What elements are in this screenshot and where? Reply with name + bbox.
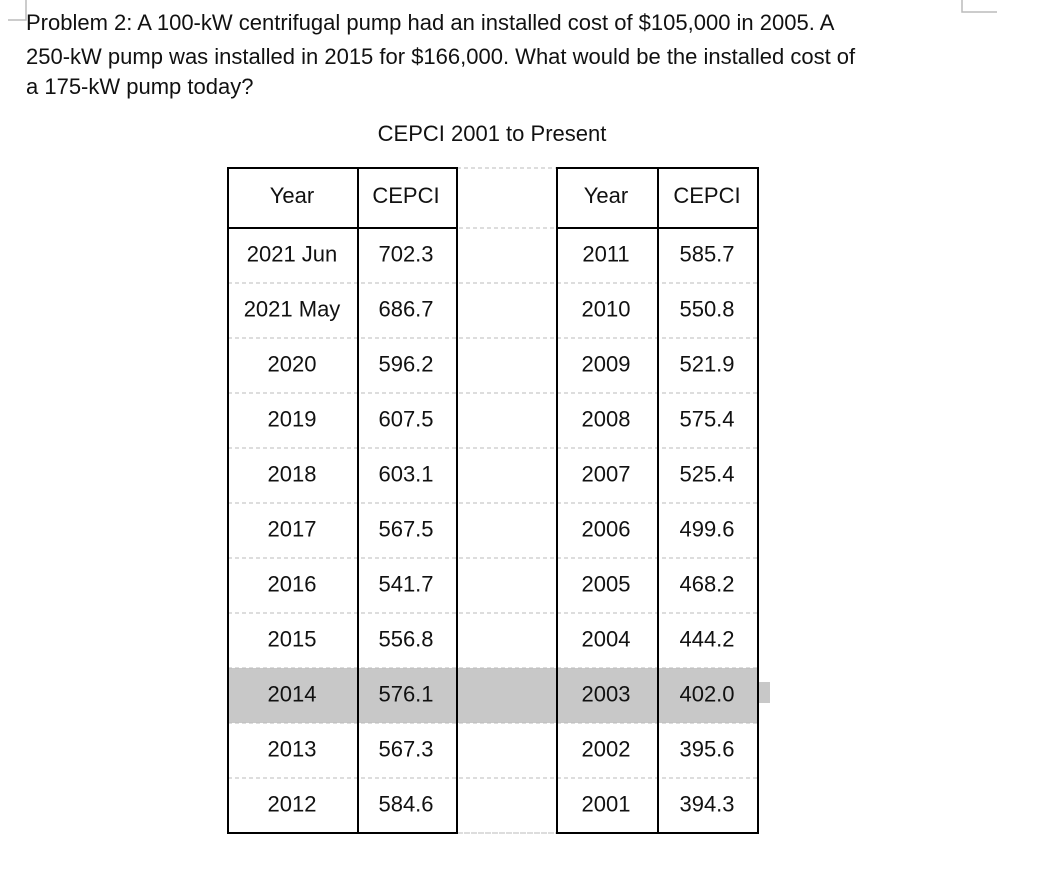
year-cell: 2007 [582,461,631,486]
cepci-cell: 686.7 [378,296,433,321]
problem-text-line: 250-kW pump was installed in 2015 for $1… [26,44,856,69]
page-corner-marks [8,0,997,21]
cepci-cell: 402.0 [679,681,734,706]
year-cell: 2004 [582,626,631,651]
year-cell: 2018 [268,461,317,486]
corner-mark [8,0,27,21]
cepci-cell: 575.4 [679,406,734,431]
year-cell: 2009 [582,351,631,376]
row-highlight [228,668,758,723]
header-cell: CEPCI [673,183,740,208]
year-cell: 2008 [582,406,631,431]
year-cell: 2021 Jun [247,241,338,266]
table-title: CEPCI 2001 to Present [378,121,607,146]
year-cell: 2020 [268,351,317,376]
problem-text-line: Problem 2: A 100-kW centrifugal pump had… [26,10,835,35]
cepci-cell: 468.2 [679,571,734,596]
cepci-cell: 395.6 [679,736,734,761]
year-cell: 2016 [268,571,317,596]
cepci-cell: 603.1 [378,461,433,486]
cepci-cell: 567.3 [378,736,433,761]
year-cell: 2017 [268,516,317,541]
problem-text-line: a 175-kW pump today? [26,74,253,99]
highlight-marker [758,682,770,703]
header-cell: Year [270,183,314,208]
year-cell: 2021 May [244,296,341,321]
year-cell: 2003 [582,681,631,706]
cepci-cell: 584.6 [378,791,433,816]
year-cell: 2015 [268,626,317,651]
table-frame [227,167,458,834]
year-cell: 2012 [268,791,317,816]
year-cell: 2010 [582,296,631,321]
cepci-cell: 394.3 [679,791,734,816]
year-cell: 2001 [582,791,631,816]
cepci-cell: 702.3 [378,241,433,266]
year-cell: 2006 [582,516,631,541]
cepci-cell: 525.4 [679,461,734,486]
cepci-cell: 596.2 [378,351,433,376]
cepci-cell: 576.1 [378,681,433,706]
year-cell: 2013 [268,736,317,761]
year-cell: 2014 [268,681,317,706]
cepci-cell: 541.7 [378,571,433,596]
year-cell: 2002 [582,736,631,761]
cepci-cell: 585.7 [679,241,734,266]
header-cell: CEPCI [372,183,439,208]
cepci-cell: 550.8 [679,296,734,321]
cepci-cell: 444.2 [679,626,734,651]
year-cell: 2019 [268,406,317,431]
header-cell: Year [584,183,628,208]
year-cell: 2011 [582,241,629,266]
cepci-cell: 521.9 [679,351,734,376]
cepci-cell: 556.8 [378,626,433,651]
cepci-cell: 499.6 [679,516,734,541]
year-cell: 2005 [582,571,631,596]
cepci-cell: 567.5 [378,516,433,541]
corner-mark [961,0,997,13]
cepci-cell: 607.5 [378,406,433,431]
